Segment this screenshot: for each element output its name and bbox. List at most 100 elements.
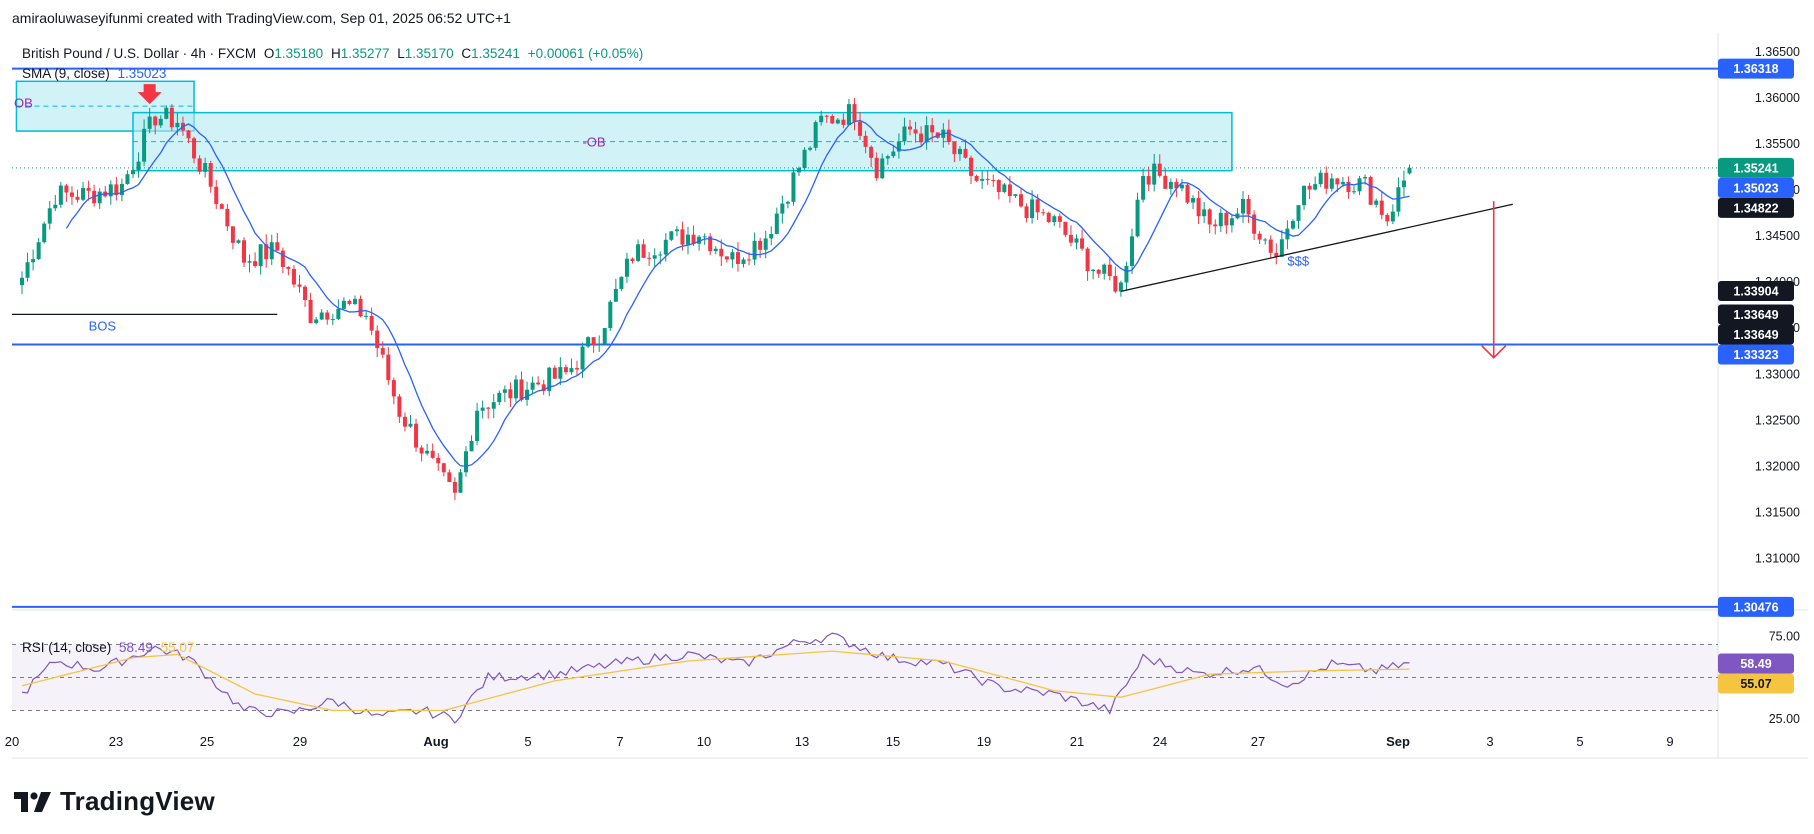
candle-body	[819, 115, 824, 123]
candle-body	[663, 239, 668, 255]
time-tick-label: 21	[1070, 734, 1084, 749]
price-tag-5: 1.33904	[1733, 284, 1778, 298]
candle-body	[1174, 181, 1179, 189]
candle-body	[763, 238, 768, 250]
candle-body	[1352, 191, 1356, 193]
candle-body	[919, 133, 924, 143]
candle-body	[508, 389, 513, 399]
price-tag-bg-5	[1718, 280, 1794, 301]
candle-body	[1068, 234, 1073, 243]
candle-body	[774, 213, 779, 234]
candle-body	[1030, 199, 1035, 219]
candle-body	[458, 472, 463, 493]
candle-body	[197, 158, 202, 172]
candle-body	[513, 379, 518, 399]
candle-body	[469, 440, 474, 452]
candle-body	[1363, 177, 1368, 179]
candle-body	[47, 208, 52, 224]
candle-body	[902, 126, 907, 142]
candle-body	[558, 367, 563, 379]
candle-body	[347, 300, 352, 304]
candle-body	[286, 266, 291, 269]
candle-body	[541, 384, 546, 392]
candle-body	[1135, 199, 1140, 237]
candle-body	[863, 135, 868, 147]
time-tick-label: Sep	[1386, 734, 1410, 749]
candle-body	[269, 242, 274, 260]
candle-body	[996, 180, 1001, 193]
rsi-ma-value: 55.07	[160, 640, 195, 655]
candle-body	[169, 107, 174, 128]
candle-body	[952, 141, 957, 155]
low-label: L	[397, 46, 405, 61]
projection-arrowhead	[1481, 345, 1507, 359]
candle-body	[1213, 224, 1218, 227]
price-tag-7: 1.33649	[1733, 328, 1778, 342]
candle-body	[636, 244, 641, 261]
candle-body	[275, 242, 280, 251]
candle-body	[325, 312, 330, 320]
candle-body	[985, 179, 990, 181]
candle-body	[1074, 238, 1079, 243]
rsi-ma-polyline	[21, 650, 1410, 712]
candle-body	[358, 298, 363, 317]
trendline	[1120, 203, 1513, 292]
candle-body	[797, 168, 801, 173]
order-block-label-2: -OB	[582, 135, 605, 150]
candle-body	[852, 104, 857, 122]
candle-body	[425, 450, 430, 454]
candle-body	[1357, 178, 1362, 192]
candle-body	[1063, 221, 1068, 235]
candle-body	[31, 259, 36, 263]
candle-body	[142, 128, 147, 162]
order-block-zones: OB -OB	[14, 80, 1233, 172]
candle-body	[36, 242, 41, 260]
candle-body	[841, 119, 846, 125]
candle-body	[219, 204, 224, 209]
candle-body	[991, 180, 996, 182]
price-tick-label: 1.33000	[1755, 367, 1800, 381]
candle-body	[580, 346, 585, 370]
candle-body	[125, 174, 130, 184]
rsi-tick-label: 75.00	[1769, 629, 1800, 643]
price-tag-bg-1	[1718, 58, 1794, 79]
time-tick-label: 5	[524, 734, 531, 749]
price-axis[interactable]: 1.365001.360001.355001.350001.345001.340…	[1718, 45, 1800, 617]
time-axis[interactable]: 20 23 25 29 Aug 5 7 10 13 15 19 21 24 27 Sep 3 5 9	[5, 734, 1674, 749]
candle-body	[963, 148, 968, 158]
candle-body	[1179, 184, 1184, 189]
grid-lines	[12, 33, 1808, 759]
candle-body	[547, 367, 552, 392]
candle-body	[236, 240, 241, 243]
time-tick-label: 7	[616, 734, 623, 749]
candle-body	[491, 402, 496, 409]
price-tick-label: 1.35500	[1755, 137, 1800, 151]
candle-body	[486, 407, 491, 409]
candle-body	[880, 158, 885, 179]
time-tick-label: 25	[200, 734, 214, 749]
tradingview-logo[interactable]: TradingView	[14, 786, 215, 817]
price-tag-3: 1.35023	[1733, 181, 1778, 195]
sma-value: 1.35023	[117, 66, 167, 81]
price-tag-bg-4	[1718, 197, 1794, 218]
candle-body	[1118, 282, 1123, 292]
candle-body	[1013, 194, 1018, 196]
candle-body	[824, 115, 829, 117]
rsi-band-fill	[12, 644, 1718, 711]
candle-body	[597, 344, 602, 346]
candle-body	[1024, 206, 1029, 219]
price-tag-bg-6	[1718, 304, 1794, 325]
candle-body	[1124, 265, 1129, 283]
candle-body	[502, 389, 507, 393]
candle-body	[602, 328, 607, 345]
candle-body	[175, 122, 180, 128]
candle-body	[769, 233, 774, 239]
candle-body	[647, 257, 652, 259]
candle-body	[291, 268, 296, 285]
candle-body	[480, 407, 485, 411]
candle-body	[1324, 172, 1329, 189]
price-tag-6: 1.33649	[1733, 308, 1778, 322]
candle-body	[747, 259, 752, 261]
candle-body	[164, 107, 169, 119]
